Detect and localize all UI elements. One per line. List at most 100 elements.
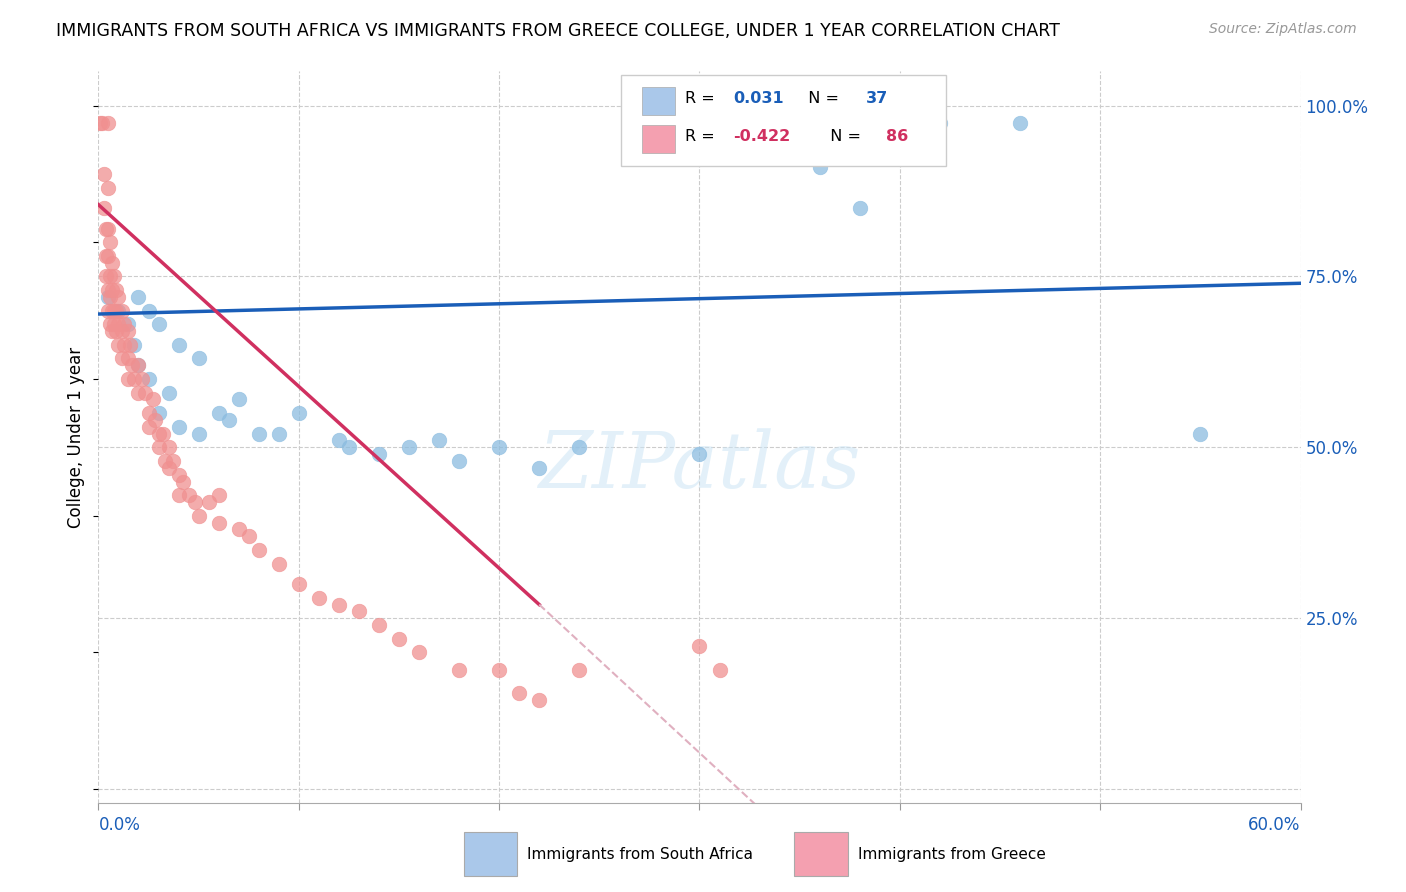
Point [114, 338, 136, 352]
Point [368, 618, 391, 632]
Point [97, 221, 120, 235]
FancyBboxPatch shape [621, 75, 946, 167]
Point [111, 324, 134, 338]
Point [97, 290, 120, 304]
Point [447, 663, 470, 677]
Point [96, 221, 118, 235]
Point [120, 338, 142, 352]
Point [529, 460, 551, 475]
Point [488, 663, 510, 677]
Point [709, 663, 731, 677]
Point [97, 115, 120, 129]
Point [187, 426, 209, 441]
Point [117, 372, 139, 386]
Point [103, 269, 125, 284]
Point [138, 420, 160, 434]
Point [529, 693, 551, 707]
Point [447, 454, 470, 468]
Text: 86: 86 [886, 129, 908, 145]
Point [105, 324, 128, 338]
Point [288, 577, 311, 591]
Point [167, 420, 190, 434]
Point [148, 406, 170, 420]
Point [103, 303, 125, 318]
Point [97, 283, 120, 297]
Point [128, 359, 150, 373]
Point [308, 591, 330, 605]
Point [97, 180, 120, 194]
Point [100, 290, 122, 304]
Point [177, 488, 200, 502]
Text: N =: N = [820, 129, 866, 145]
Point [208, 406, 231, 420]
Point [689, 639, 711, 653]
Point [157, 440, 180, 454]
Point [100, 318, 122, 332]
Point [107, 303, 129, 318]
Y-axis label: College, Under 1 year: College, Under 1 year [67, 346, 86, 528]
Point [101, 256, 124, 270]
Point [101, 324, 124, 338]
Text: Immigrants from South Africa: Immigrants from South Africa [527, 847, 754, 862]
Text: R =: R = [685, 91, 720, 106]
Point [153, 454, 176, 468]
Point [101, 303, 124, 318]
Point [267, 557, 290, 571]
Point [124, 372, 146, 386]
Point [117, 324, 139, 338]
Point [128, 359, 150, 373]
Point [337, 440, 360, 454]
Point [929, 115, 952, 129]
Point [162, 454, 184, 468]
Text: ZIPatlas: ZIPatlas [538, 428, 860, 505]
Text: 0.0%: 0.0% [98, 816, 141, 834]
FancyBboxPatch shape [794, 831, 848, 876]
Point [148, 426, 170, 441]
Point [488, 440, 510, 454]
Point [128, 290, 150, 304]
Point [247, 542, 270, 557]
Point [105, 283, 128, 297]
Point [849, 201, 872, 215]
Point [218, 413, 240, 427]
Point [228, 392, 250, 407]
Point [131, 372, 153, 386]
Point [187, 508, 209, 523]
Point [818, 115, 841, 129]
Point [134, 385, 156, 400]
Point [117, 318, 139, 332]
Point [1010, 115, 1032, 129]
Text: Immigrants from Greece: Immigrants from Greece [858, 847, 1046, 862]
Point [121, 359, 143, 373]
Point [267, 426, 290, 441]
Point [143, 413, 166, 427]
Point [111, 303, 134, 318]
Text: N =: N = [799, 91, 844, 106]
Point [508, 686, 530, 700]
Point [138, 303, 160, 318]
Point [427, 434, 450, 448]
Point [328, 434, 350, 448]
Point [157, 385, 180, 400]
Point [347, 604, 370, 618]
Point [808, 160, 831, 174]
Point [93, 167, 115, 181]
Point [388, 632, 411, 646]
Point [96, 249, 118, 263]
Point [148, 318, 170, 332]
Point [568, 663, 591, 677]
Point [187, 351, 209, 366]
Point [97, 249, 120, 263]
Point [107, 290, 129, 304]
Text: 0.031: 0.031 [733, 91, 783, 106]
Point [148, 440, 170, 454]
Text: IMMIGRANTS FROM SOUTH AFRICA VS IMMIGRANTS FROM GREECE COLLEGE, UNDER 1 YEAR COR: IMMIGRANTS FROM SOUTH AFRICA VS IMMIGRAN… [56, 22, 1060, 40]
Point [97, 303, 120, 318]
Point [157, 460, 180, 475]
Point [197, 495, 219, 509]
Point [152, 426, 174, 441]
Point [183, 495, 205, 509]
Point [138, 372, 160, 386]
Point [172, 475, 194, 489]
Point [101, 283, 124, 297]
